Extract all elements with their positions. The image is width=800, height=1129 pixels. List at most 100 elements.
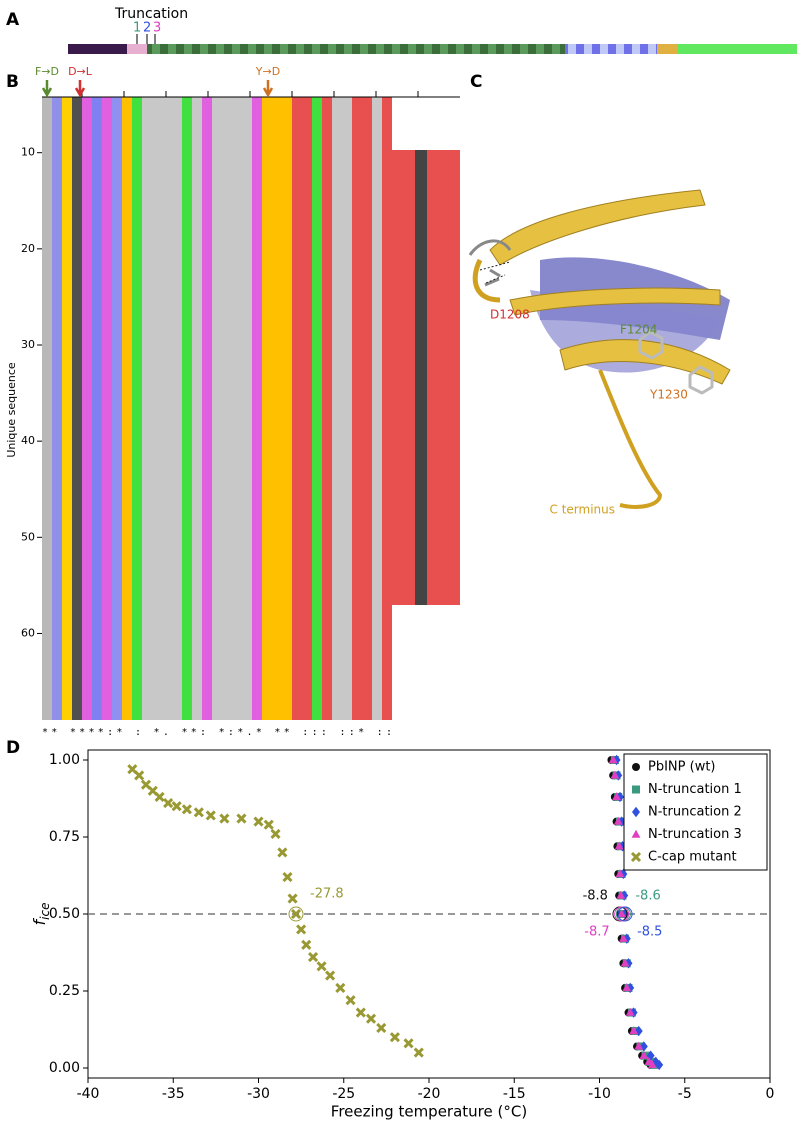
- data-point: [622, 983, 632, 992]
- alignment-column: [222, 97, 232, 720]
- data-point: [296, 924, 307, 935]
- alignment-column: [332, 97, 342, 720]
- alignment-column: [322, 97, 332, 720]
- residue-label: C terminus: [550, 503, 616, 517]
- annotation-label: -8.8: [583, 889, 608, 904]
- conservation-line: ** ****:* : *. **: *:*.* ** ::: ::* ::: [42, 727, 392, 738]
- alignment-column: [82, 97, 92, 720]
- data-point: [639, 1050, 649, 1059]
- alignment-column: [162, 97, 172, 720]
- data-point: [253, 816, 264, 827]
- x-tick-label: -5: [678, 1086, 692, 1102]
- annotation-circle: [614, 906, 630, 922]
- data-point: [613, 816, 623, 825]
- truncation-label: 3: [153, 21, 161, 36]
- data-point: [277, 847, 288, 858]
- data-point: [610, 770, 620, 779]
- alignment-column: [352, 97, 362, 720]
- mutation-arrow: [41, 80, 53, 98]
- annotation-circle: [288, 906, 304, 922]
- residue-label: F1204: [620, 323, 657, 337]
- alignment-column: [302, 97, 312, 720]
- alignment-column: [232, 97, 242, 720]
- annotation-label: -8.7: [584, 925, 609, 940]
- y-tick-label: 60: [21, 626, 35, 639]
- alignment-column: [112, 97, 122, 720]
- legend-label: PbINP (wt): [648, 760, 716, 775]
- x-tick-label: -35: [162, 1086, 185, 1102]
- alignment-column: [282, 97, 292, 720]
- data-point: [154, 791, 165, 803]
- data-point: [171, 801, 182, 812]
- alignment-column: [92, 97, 102, 720]
- data-point: [307, 952, 319, 963]
- truncation-title: Truncation: [114, 6, 188, 22]
- alignment-column: [72, 97, 82, 720]
- mutation-arrow: [262, 80, 274, 98]
- alignment-column: [342, 97, 352, 720]
- y-axis-label-main: f: [30, 917, 49, 925]
- alignment-column: [212, 97, 222, 720]
- data-point: [205, 810, 216, 821]
- data-point: [655, 1059, 664, 1071]
- data-point: [325, 970, 336, 981]
- data-point: [616, 890, 626, 899]
- x-tick-label: -15: [503, 1086, 526, 1102]
- data-point: [639, 1041, 648, 1052]
- alignment-column: [52, 97, 62, 720]
- mutation-label: F→D: [35, 65, 59, 78]
- alignment-column: [132, 97, 142, 720]
- legend-box: [623, 753, 768, 871]
- alignment-column: [312, 97, 322, 720]
- data-point: [345, 995, 356, 1006]
- alignment-column: [42, 97, 52, 720]
- legend-marker: [630, 851, 642, 863]
- data-point: [617, 909, 627, 918]
- legend-label: N-truncation 1: [648, 782, 742, 797]
- legend-label: N-truncation 2: [648, 805, 742, 820]
- panel-label: B: [6, 72, 19, 92]
- x-tick-label: 0: [766, 1086, 775, 1102]
- alignment-column: [242, 97, 252, 720]
- data-point: [376, 1022, 387, 1034]
- x-tick-label: -25: [332, 1086, 355, 1102]
- y-tick-label: 0.00: [49, 1060, 80, 1076]
- mutation-arrow: [74, 80, 86, 98]
- data-point: [389, 1032, 400, 1043]
- x-tick-label: -40: [77, 1086, 100, 1102]
- alignment-column: [172, 97, 182, 720]
- data-point: [608, 755, 618, 764]
- y-axis-label-sub: ice: [38, 903, 52, 920]
- data-point: [282, 871, 293, 883]
- residue-label: D1208: [490, 308, 530, 322]
- data-point: [270, 828, 281, 839]
- data-point: [618, 933, 628, 942]
- y-tick-label: 1.00: [49, 752, 80, 768]
- annotation-label: -27.8: [310, 887, 344, 902]
- panel-label: A: [6, 10, 20, 30]
- y-tick-label: 30: [21, 338, 35, 351]
- alignment-column: [292, 97, 302, 720]
- data-point: [403, 1038, 414, 1049]
- alignment-column: [252, 97, 262, 720]
- alignment-column: [62, 97, 72, 720]
- alignment-column: [382, 97, 392, 720]
- y-tick-label: 50: [21, 530, 35, 543]
- data-point: [355, 1007, 366, 1018]
- legend-marker: [632, 806, 640, 818]
- data-point: [629, 1007, 638, 1018]
- alignment-column: [182, 97, 192, 720]
- data-point: [316, 961, 327, 972]
- data-point: [629, 1026, 638, 1035]
- data-point: [651, 1056, 660, 1068]
- annotation-circle: [617, 906, 633, 922]
- data-point: [236, 813, 247, 824]
- mutation-label: D→L: [68, 65, 93, 78]
- domain-bar: [68, 34, 797, 54]
- data-point: [365, 1013, 377, 1024]
- x-tick-label: -10: [588, 1086, 611, 1102]
- data-point: [290, 908, 302, 920]
- alignment-column: [202, 97, 212, 720]
- y-tick-label: 0.50: [49, 906, 80, 922]
